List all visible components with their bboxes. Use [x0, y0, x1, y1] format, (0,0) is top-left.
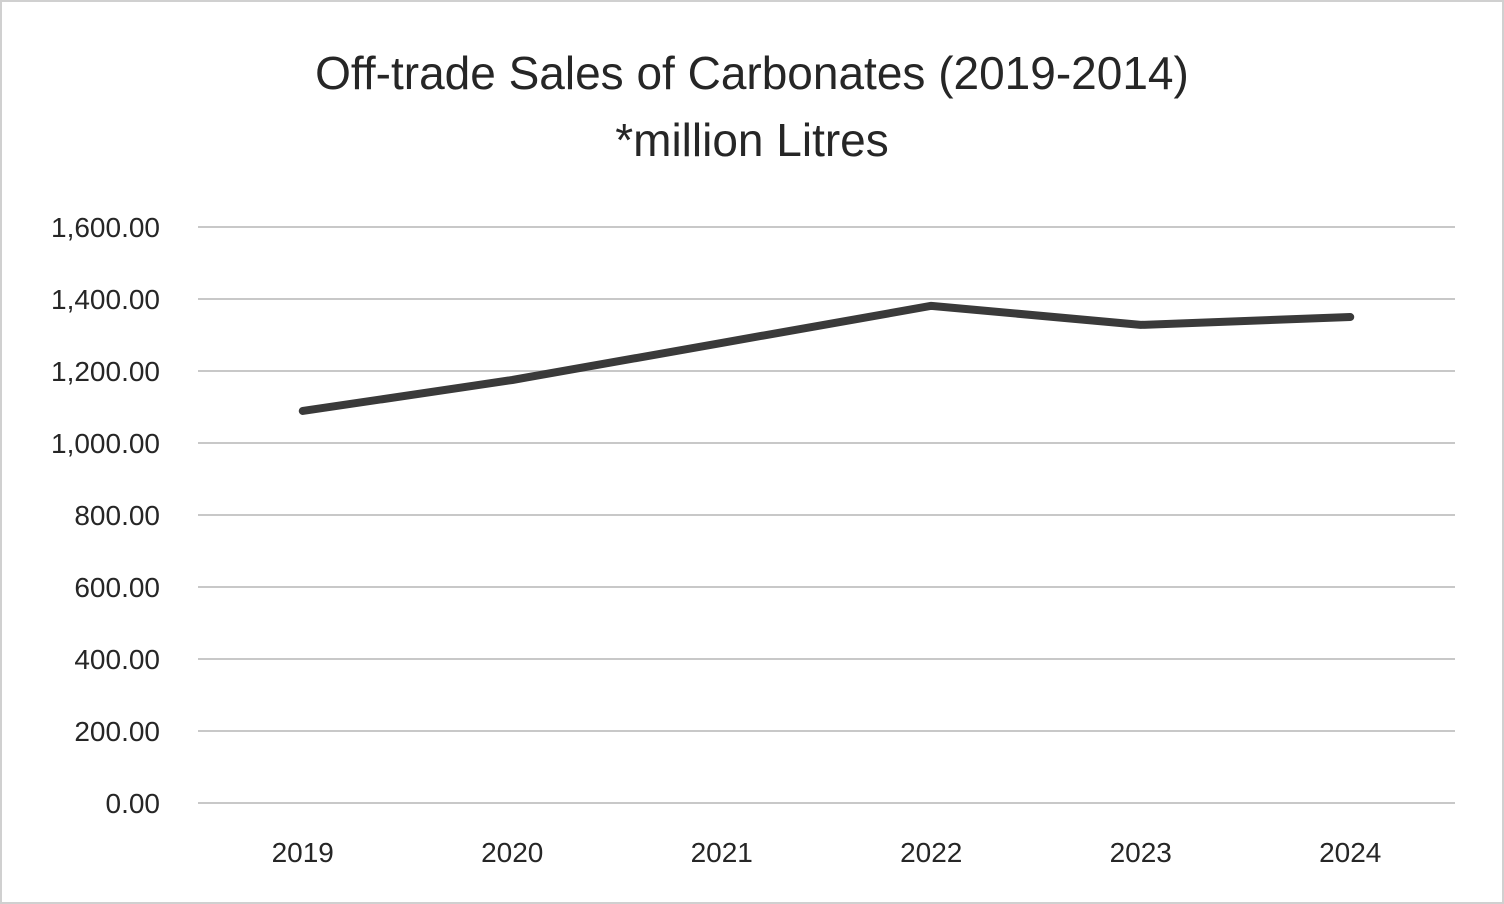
x-axis: 2019 2020 2021 2022 2023 2024 [272, 837, 1382, 868]
y-tick-label: 600.00 [74, 572, 160, 603]
y-tick-label: 1,000.00 [51, 428, 160, 459]
y-tick-label: 1,600.00 [51, 212, 160, 243]
x-tick-label: 2020 [481, 837, 543, 868]
chart-title: Off-trade Sales of Carbonates (2019-2014… [315, 47, 1189, 99]
x-tick-label: 2019 [272, 837, 334, 868]
y-tick-label: 200.00 [74, 716, 160, 747]
y-axis: 0.00 200.00 400.00 600.00 800.00 1,000.00 1,20… [51, 212, 160, 819]
x-tick-label: 2022 [900, 837, 962, 868]
series-line [298, 301, 1355, 415]
series-group [298, 301, 1355, 415]
y-tick-label: 1,400.00 [51, 284, 160, 315]
x-tick-label: 2024 [1319, 837, 1381, 868]
chart-subtitle: *million Litres [615, 114, 889, 166]
y-tick-label: 800.00 [74, 500, 160, 531]
y-tick-label: 400.00 [74, 644, 160, 675]
y-tick-label: 0.00 [106, 788, 161, 819]
x-tick-label: 2023 [1110, 837, 1172, 868]
y-tick-label: 1,200.00 [51, 356, 160, 387]
gridlines [198, 226, 1455, 804]
x-tick-label: 2021 [691, 837, 753, 868]
